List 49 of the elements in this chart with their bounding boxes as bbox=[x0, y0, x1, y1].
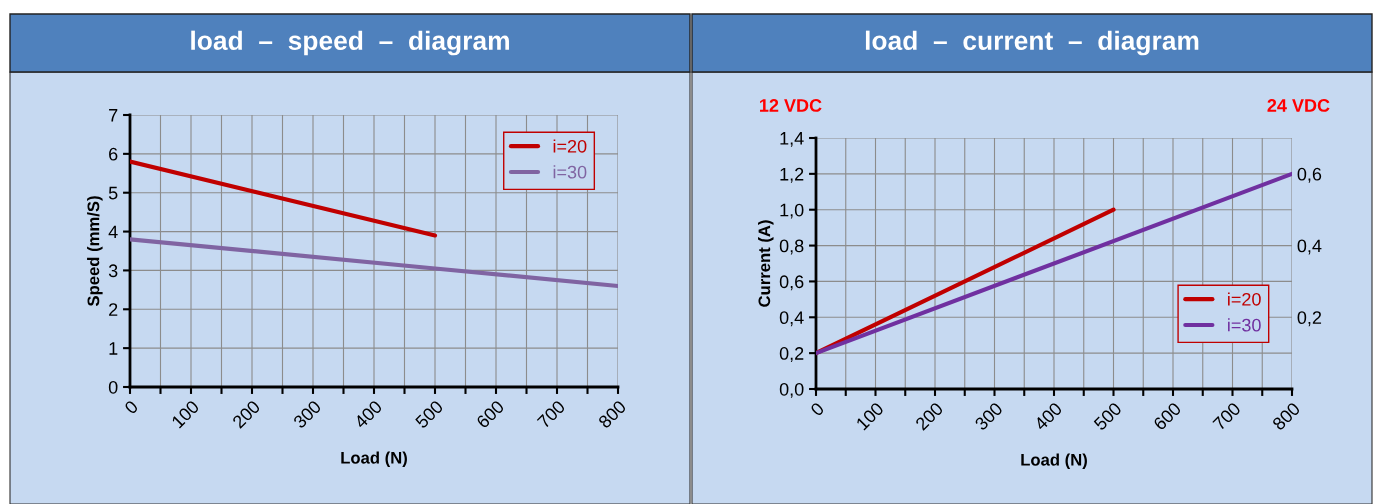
y-tick-label: 5 bbox=[108, 186, 118, 200]
y-tick-label: 4 bbox=[108, 225, 118, 239]
y-tick-label: 1,4 bbox=[780, 132, 804, 147]
y-tick-label: 0,0 bbox=[779, 382, 804, 398]
y-axis-title: Current (A) bbox=[758, 220, 774, 307]
y2-tick-label: 0,6 bbox=[1297, 167, 1322, 183]
x-tick-label: 800 bbox=[597, 399, 627, 429]
chart-title: load – speed – diagram bbox=[191, 30, 509, 56]
y-tick-label: 3 bbox=[108, 264, 118, 278]
x-tick-label: 700 bbox=[536, 399, 566, 429]
y-tick-label: 1,2 bbox=[780, 167, 804, 183]
x-tick-label: 500 bbox=[414, 399, 444, 429]
chart-title: load – current – diagram bbox=[865, 30, 1199, 56]
legend-label: i=30 bbox=[553, 165, 587, 179]
y2-tick-label: 0,2 bbox=[1297, 311, 1322, 327]
x-tick-label: 600 bbox=[1152, 401, 1182, 431]
x-tick-label: 400 bbox=[353, 399, 383, 430]
text: 12 VDC bbox=[760, 99, 822, 112]
x-tick-label: 200 bbox=[914, 401, 944, 431]
x-tick-label: 300 bbox=[974, 401, 1004, 431]
y-tick-label: 0 bbox=[108, 380, 118, 394]
x-tick-label: 300 bbox=[292, 399, 322, 429]
x-tick-label: 100 bbox=[171, 399, 200, 429]
y-tick-label: 0,4 bbox=[779, 311, 804, 327]
x-tick-label: 0 bbox=[809, 401, 825, 417]
x-tick-label: 0 bbox=[123, 399, 139, 415]
y-tick-label: 2 bbox=[109, 303, 118, 316]
x-tick-label: 500 bbox=[1093, 401, 1123, 431]
y-tick-label: 6 bbox=[109, 147, 118, 161]
y-tick-label: 0,6 bbox=[779, 275, 804, 291]
x-tick-label: 700 bbox=[1212, 401, 1242, 431]
x-tick-label: 600 bbox=[475, 399, 505, 429]
legend-label: i=30 bbox=[1228, 318, 1261, 332]
x-tick-label: 400 bbox=[1033, 401, 1063, 432]
y-tick-label: 0,2 bbox=[779, 347, 804, 362]
y-tick-label: 0,8 bbox=[779, 239, 804, 255]
y2-tick-label: 0,4 bbox=[1297, 239, 1322, 255]
legend-label: i=20 bbox=[553, 139, 587, 153]
text: 24 VDC bbox=[1267, 99, 1330, 112]
y-tick-label: 7 bbox=[109, 109, 118, 122]
y-axis-title: Speed (mm/S) bbox=[87, 196, 103, 307]
x-tick-label: 800 bbox=[1271, 401, 1301, 431]
x-tick-label: 100 bbox=[855, 401, 885, 431]
y-tick-label: 1 bbox=[109, 342, 118, 355]
legend-label: i=20 bbox=[1228, 292, 1261, 306]
x-axis-title: Load (N) bbox=[341, 451, 407, 467]
x-tick-label: 200 bbox=[231, 399, 261, 429]
x-axis-title: Load (N) bbox=[1021, 453, 1087, 469]
y-tick-label: 1,0 bbox=[780, 203, 804, 219]
